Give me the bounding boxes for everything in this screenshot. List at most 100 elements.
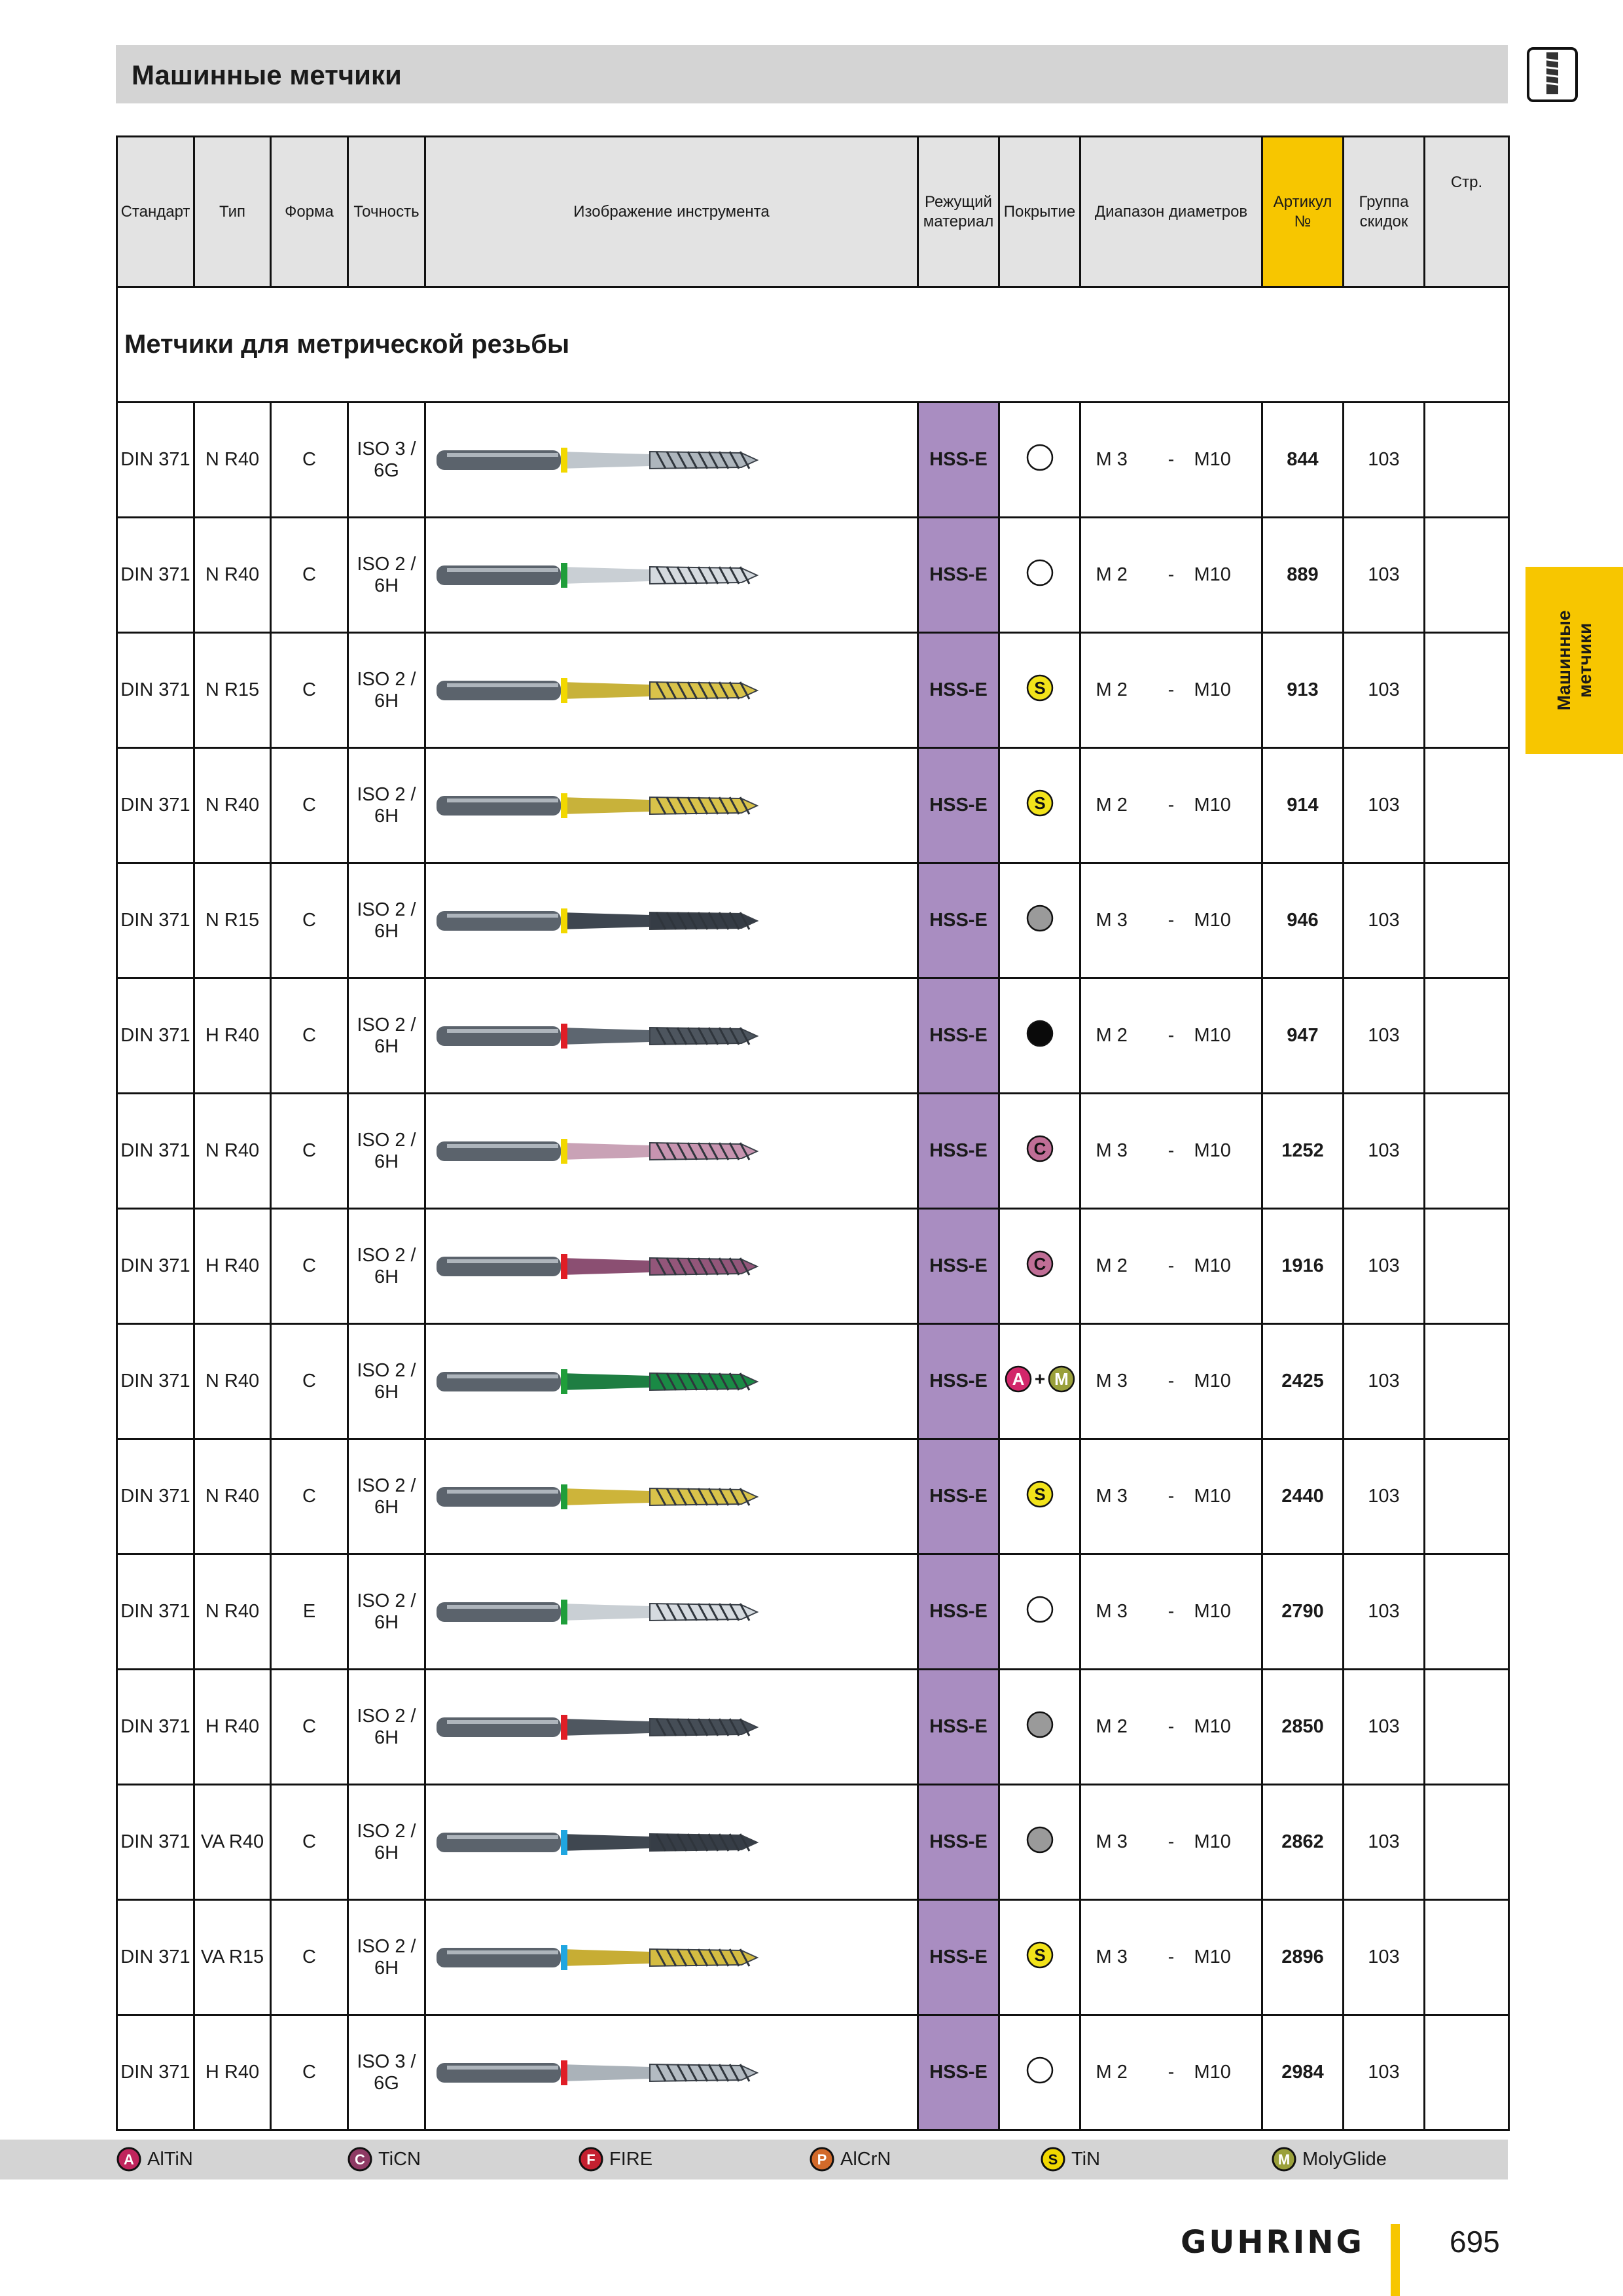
range-from: M 2 <box>1096 679 1128 700</box>
tap-color-ring <box>561 793 567 818</box>
coating-cell <box>998 862 1081 979</box>
tap-illustration <box>437 1714 759 1740</box>
legend-label: TiN <box>1071 2148 1101 2170</box>
table-row[interactable]: DIN 371 N R15 C ISO 2 /6H HSS-E M 3 - M10 946 103 <box>116 862 1510 979</box>
coating-icon: S <box>1026 1480 1053 1507</box>
footer-accent-bar <box>1391 2224 1400 2296</box>
type-cell: H R40 <box>193 1668 272 1785</box>
col-material-header: Режущий материал <box>917 135 1000 288</box>
range-separator: - <box>1168 679 1175 700</box>
table-row[interactable]: DIN 371 N R40 C ISO 2 /6H HSS-E S M 3 - M10 2440 1… <box>116 1438 1510 1555</box>
range-from: M 2 <box>1096 2062 1128 2083</box>
range-cell: M 3 - M10 <box>1079 862 1263 979</box>
type-cell: H R40 <box>193 977 272 1094</box>
legend-item-fire: F FIRE <box>578 2146 652 2172</box>
material-cell: HSS-E <box>917 516 1000 634</box>
tolerance-cell: ISO 2 /6H <box>347 1553 426 1670</box>
coating-icon <box>1026 1020 1053 1047</box>
section-side-tab[interactable]: Машинные метчики <box>1525 567 1623 754</box>
discount-group-cell: 103 <box>1342 1323 1425 1440</box>
table-row[interactable]: DIN 371 N R15 C ISO 2 /6H HSS-E S M 2 - M10 913 10… <box>116 632 1510 749</box>
material-cell: HSS-E <box>917 1092 1000 1210</box>
coating-cell <box>998 1784 1081 1901</box>
tool-image-cell <box>424 1668 919 1785</box>
material-cell: HSS-E <box>917 1323 1000 1440</box>
tool-image-cell <box>424 1323 919 1440</box>
type-cell: N R40 <box>193 1323 272 1440</box>
range-from: M 2 <box>1096 1025 1128 1046</box>
table-row[interactable]: DIN 371 N R40 C ISO 2 /6H HSS-E M 2 - M10 889 103 <box>116 516 1510 634</box>
range-to: M10 <box>1194 910 1231 931</box>
standard-cell: DIN 371 <box>116 2014 195 2131</box>
table-row[interactable]: DIN 371 VA R15 C ISO 2 /6H HSS-E S M 3 - M10 2896… <box>116 1899 1510 2016</box>
material-cell: HSS-E <box>917 747 1000 864</box>
table-row[interactable]: DIN 371 H R40 C ISO 2 /6H HSS-E C M 2- M10 1916 1… <box>116 1208 1510 1325</box>
type-cell: N R40 <box>193 1438 272 1555</box>
tap-illustration <box>437 1484 759 1509</box>
page-cell <box>1423 516 1510 634</box>
section-title: Метчики для метрической резьбы <box>124 330 570 359</box>
col-form-header: Форма <box>270 135 349 288</box>
svg-text:+: + <box>1034 1369 1044 1389</box>
table-row[interactable]: DIN 371 N R40 C ISO 3 /6G HSS-E M 3 - M10 844 103 <box>116 401 1510 518</box>
table-row[interactable]: DIN 371 N R40 E ISO 2 /6H HSS-E M 3 - M10 2790 10… <box>116 1553 1510 1670</box>
range-cell: M 2 - M10 <box>1079 1208 1263 1325</box>
table-row[interactable]: DIN 371 N R40 C ISO 2 /6H HSS-E A + M M 3 - M10 242… <box>116 1323 1510 1440</box>
range-to: M10 <box>1194 564 1231 585</box>
standard-cell: DIN 371 <box>116 1438 195 1555</box>
col-article-header: Артикул № <box>1261 135 1344 288</box>
range-from: M 3 <box>1096 1140 1128 1161</box>
standard-cell: DIN 371 <box>116 516 195 634</box>
table-row[interactable]: DIN 371 H R40 C ISO 2 /6H HSS-E M 2 - M10 2850 10… <box>116 1668 1510 1785</box>
tap-neck <box>561 912 650 929</box>
tolerance-cell: ISO 2 /6H <box>347 1092 426 1210</box>
tap-color-ring <box>561 1945 567 1970</box>
brand-logo: GUHRING <box>1181 2224 1364 2261</box>
range-cell: M 3 - M10 <box>1079 1438 1263 1555</box>
table-row[interactable]: DIN 371 N R40 C ISO 2 /6H HSS-E S M 2 - M10 914 10… <box>116 747 1510 864</box>
tap-illustration <box>437 677 759 703</box>
legend-item-tin: S TiN <box>1040 2146 1100 2172</box>
col-coating-header: Покрытие <box>998 135 1081 288</box>
tap-color-ring <box>561 1023 567 1049</box>
coating-icon <box>1026 1826 1053 1853</box>
type-cell: N R40 <box>193 1092 272 1210</box>
standard-cell: DIN 371 <box>116 1553 195 1670</box>
table-row[interactable]: DIN 371 VA R40 C ISO 2 /6H HSS-E M 3 - M10 2862 1… <box>116 1784 1510 1901</box>
range-from: M 3 <box>1096 1601 1128 1622</box>
tap-illustration <box>437 562 759 588</box>
section-cell: Метчики для метрической резьбы <box>116 286 1510 403</box>
standard-cell: DIN 371 <box>116 401 195 518</box>
range-to: M10 <box>1194 1946 1231 1967</box>
standard-cell: DIN 371 <box>116 747 195 864</box>
coating-legend: A AlTiN C TiCN F FIRE P AlCrN S TiN M MolyGlide <box>0 2140 1508 2179</box>
tap-neck <box>561 1718 650 1736</box>
range-cell: M 2 - M10 <box>1079 977 1263 1094</box>
tap-neck <box>561 566 650 584</box>
range-from: M 3 <box>1096 1371 1128 1391</box>
tap-neck <box>561 1372 650 1390</box>
form-cell: C <box>270 1323 349 1440</box>
standard-cell: DIN 371 <box>116 632 195 749</box>
tool-image-cell <box>424 1899 919 2016</box>
range-cell: M 3 - M10 <box>1079 1784 1263 1901</box>
tool-image-cell <box>424 1438 919 1555</box>
range-separator: - <box>1168 910 1175 931</box>
tap-illustration <box>437 1138 759 1164</box>
discount-group-cell: 103 <box>1342 1438 1425 1555</box>
range-separator: - <box>1168 1486 1175 1507</box>
range-cell: M 2 - M10 <box>1079 632 1263 749</box>
range-to: M10 <box>1194 795 1231 816</box>
type-cell: H R40 <box>193 1208 272 1325</box>
page-cell <box>1423 1323 1510 1440</box>
tolerance-cell: ISO 2 /6H <box>347 1784 426 1901</box>
table-row[interactable]: DIN 371 H R40 C ISO 2 /6H HSS-E M 2 - M10 947 103 <box>116 977 1510 1094</box>
range-separator: - <box>1168 1716 1175 1737</box>
coating-icon <box>1026 2056 1053 2083</box>
table-row[interactable]: DIN 371 H R40 C ISO 3 /6G HSS-E M 2 - M10 2984 10… <box>116 2014 1510 2131</box>
legend-label: FIRE <box>609 2148 653 2170</box>
range-separator: - <box>1168 1255 1175 1276</box>
range-cell: M 3 - M10 <box>1079 1323 1263 1440</box>
svg-text:M: M <box>1278 2151 1290 2168</box>
table-row[interactable]: DIN 371 N R40 C ISO 2 /6H HSS-E C M 3- M10 1252 1… <box>116 1092 1510 1210</box>
